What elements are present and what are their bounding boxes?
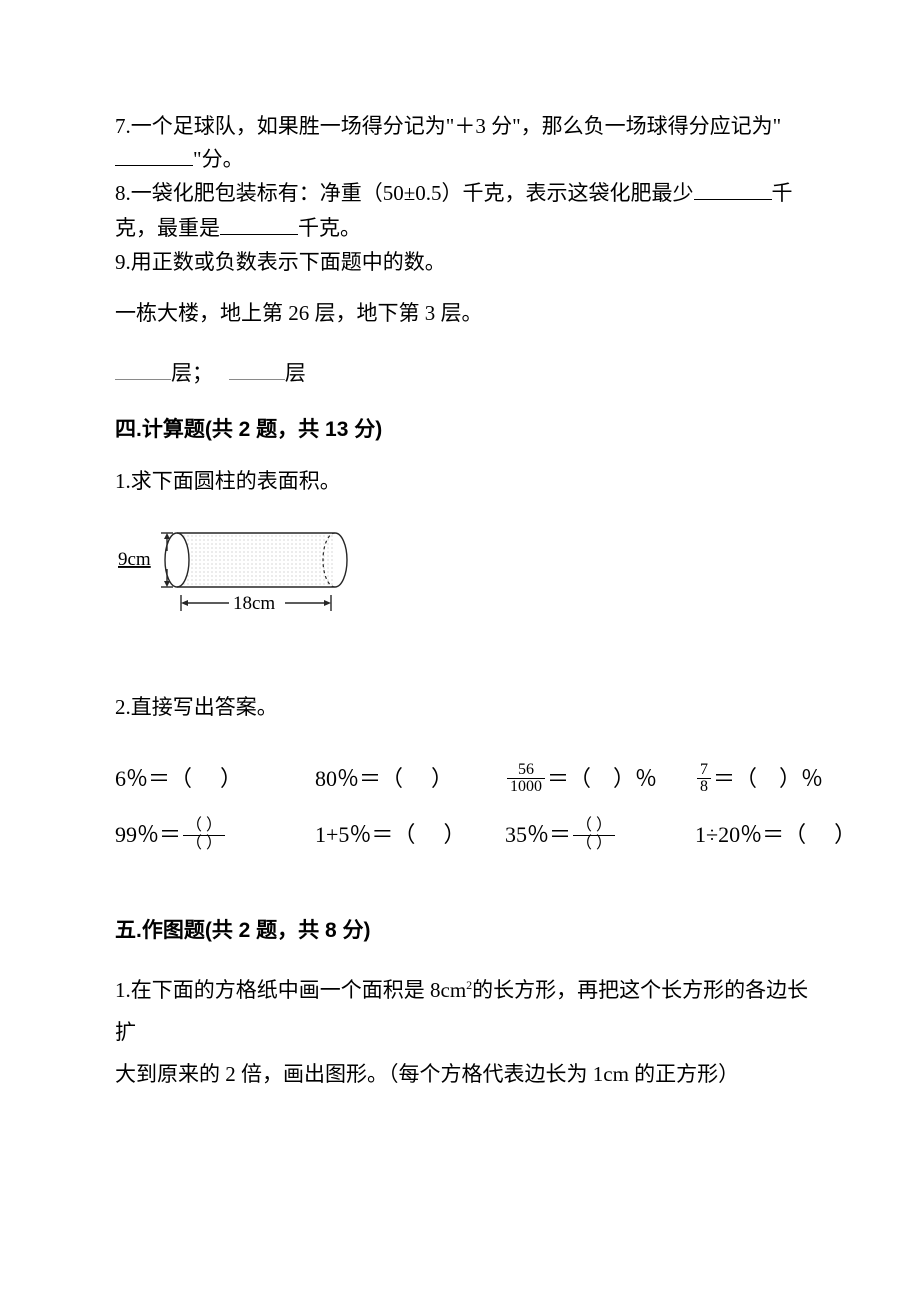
page: 7.一个足球队，如果胜一场得分记为"＋3 分"，那么负一场球得分应记为""分。 … <box>0 0 920 1302</box>
r1c3-rhs: ）％ <box>613 762 657 796</box>
r2c2-close: ） <box>443 818 465 852</box>
r1c1-lhs: 6％ <box>115 762 148 796</box>
cyl-length-label: 18cm <box>233 593 275 614</box>
r2c3-lhs: 35％＝ <box>505 818 571 852</box>
q9-title: 9.用正数或负数表示下面题中的数。 <box>115 246 810 279</box>
s5-q1-a: 1.在下面的方格纸中画一个面积是 8cm <box>115 978 466 1002</box>
q7-suffix: "分。 <box>193 147 244 171</box>
r1c1-close: ） <box>220 762 242 796</box>
spacer <box>115 331 810 357</box>
q8-l2b: 千克。 <box>298 216 361 240</box>
r1c4-rhs: ）％ <box>779 762 823 796</box>
r1c4-mid: ＝（ <box>713 762 757 796</box>
s5-q1-line2: 大到原来的 2 倍，画出图形。（每个方格代表边长为 1cm 的正方形） <box>115 1062 739 1086</box>
cylinder-figure: 9cm 18cm <box>115 515 365 635</box>
r1c4-num: 7 <box>697 762 711 779</box>
q8-blank2[interactable] <box>220 212 298 235</box>
q8-line1: 8.一袋化肥包装标有：净重（50±0.5）千克，表示这袋化肥最少 千 <box>115 177 810 210</box>
r2c3-num: （ ） <box>573 818 615 835</box>
q9-answers: 层； 层 <box>115 357 810 390</box>
spacer <box>115 635 810 673</box>
r2c2: 1+5％＝（ ） <box>315 818 505 852</box>
r2c1-den: （ ） <box>183 836 225 853</box>
r1c1: 6％＝（ ） <box>115 762 315 796</box>
r2c4: 1÷20％＝（ ） <box>695 818 865 852</box>
q8-l1b: 千 <box>772 181 793 205</box>
r1c2: 80％＝（ ） <box>315 762 505 796</box>
r1c1-open: ＝（ <box>148 762 192 796</box>
spacer <box>115 734 810 750</box>
cylinder-svg: 9cm 18cm <box>115 515 365 635</box>
r1c3-den: 1000 <box>507 779 545 796</box>
q9-blank1[interactable] <box>115 365 171 380</box>
r1c2-open: ＝（ <box>359 762 403 796</box>
r2c3-frac[interactable]: （ ） （ ） <box>573 818 615 853</box>
r2c1-lhs: 99％＝ <box>115 818 181 852</box>
q8-blank1[interactable] <box>694 177 772 200</box>
r2c3-den: （ ） <box>573 836 615 853</box>
r1c2-close: ） <box>431 762 453 796</box>
q7: 7.一个足球队，如果胜一场得分记为"＋3 分"，那么负一场球得分应记为" "分。 <box>115 110 810 175</box>
r2c4-lhs: 1÷20％ <box>695 818 762 852</box>
r2c4-open: ＝（ <box>762 818 806 852</box>
r1c3-num: 56 <box>515 762 537 779</box>
q9-blank2[interactable] <box>229 365 285 380</box>
r2c4-close: ） <box>834 818 856 852</box>
q8-l2a: 克，最重是 <box>115 216 220 240</box>
cyl-height-label: 9cm <box>118 549 151 570</box>
r1c3-mid: ＝（ <box>547 762 591 796</box>
math-row-1: 6％＝（） 80％＝（） 56 1000 ＝（）％ 7 8 ＝（）％ <box>115 762 810 797</box>
spacer <box>115 875 810 891</box>
q9-ans-a: 层； <box>171 361 213 385</box>
r2c1: 99％＝ （ ） （ ） <box>115 818 315 853</box>
r1c4-den: 8 <box>697 779 711 796</box>
section4-title: 四.计算题(共 2 题，共 13 分) <box>115 414 810 447</box>
q9-ans-b: 层 <box>285 361 306 385</box>
q7-blank[interactable] <box>115 143 193 166</box>
math-row-2: 99％＝ （ ） （ ） 1+5％＝（） 35％＝ （ ） （ ） 1÷20％＝… <box>115 818 810 853</box>
q8-l1a: 8.一袋化肥包装标有：净重（50±0.5）千克，表示这袋化肥最少 <box>115 181 694 205</box>
r2c2-open: ＝（ <box>371 818 415 852</box>
r1c2-lhs: 80％ <box>315 762 359 796</box>
r2c1-num: （ ） <box>183 818 225 835</box>
s4-q2-title: 2.直接写出答案。 <box>115 691 810 724</box>
section5-title: 五.作图题(共 2 题，共 8 分) <box>115 915 810 948</box>
r2c2-lhs: 1+5％ <box>315 818 371 852</box>
r1c4: 7 8 ＝（ ）％ <box>695 762 865 797</box>
r1c3: 56 1000 ＝（ ）％ <box>505 762 695 797</box>
r1c3-frac: 56 1000 <box>507 762 545 797</box>
q7-prefix: 7.一个足球队，如果胜一场得分记为"＋3 分"，那么负一场球得分应记为" <box>115 114 781 138</box>
spacer <box>115 281 810 297</box>
r2c3: 35％＝ （ ） （ ） <box>505 818 695 853</box>
r2c1-frac[interactable]: （ ） （ ） <box>183 818 225 853</box>
s5-q1: 1.在下面的方格纸中画一个面积是 8cm2的长方形，再把这个长方形的各边长扩 大… <box>115 969 810 1095</box>
q8-line2: 克，最重是 千克。 <box>115 212 810 245</box>
q9-line1: 一栋大楼，地上第 26 层，地下第 3 层。 <box>115 297 810 330</box>
r1c4-frac: 7 8 <box>697 762 711 797</box>
s4-q1-title: 1.求下面圆柱的表面积。 <box>115 465 810 498</box>
